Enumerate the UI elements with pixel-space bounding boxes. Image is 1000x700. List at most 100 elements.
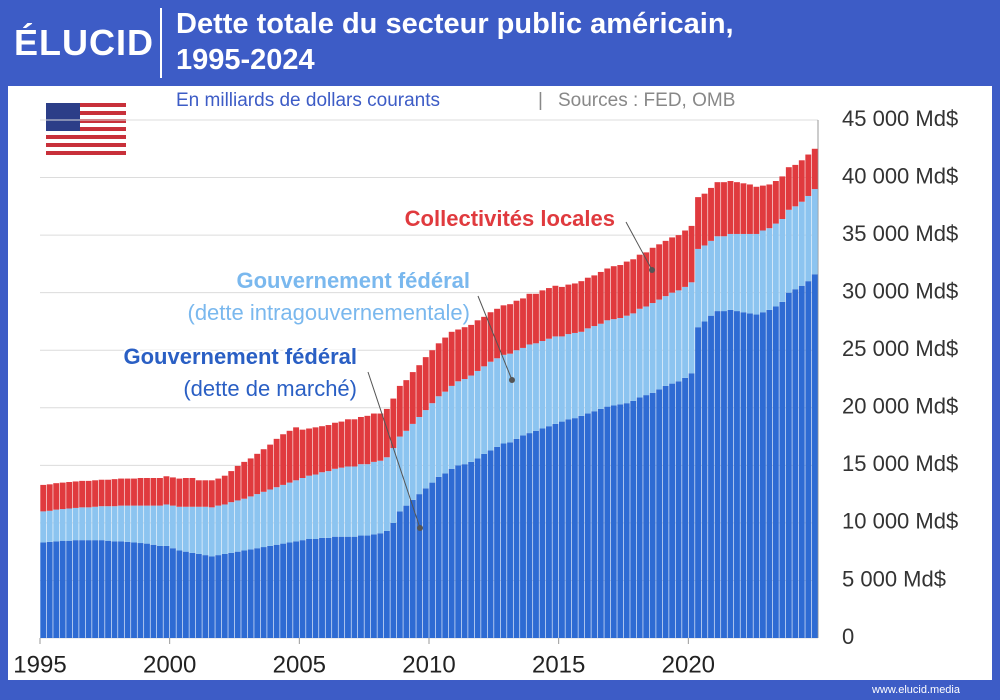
bar-segment — [195, 480, 202, 507]
bar-segment — [416, 494, 423, 638]
bar-segment — [40, 542, 47, 638]
bar-segment — [163, 504, 170, 546]
bar-segment — [740, 233, 747, 313]
bar-segment — [792, 289, 799, 638]
bar-segment — [571, 283, 578, 333]
y-tick-label: 45 000 Md$ — [842, 106, 958, 131]
bar-segment — [357, 535, 364, 638]
title-line: 1995-2024 — [176, 44, 315, 76]
bar-segment — [604, 268, 611, 321]
bar-segment — [481, 366, 488, 454]
bar-segment — [442, 391, 449, 474]
divider — [160, 8, 162, 78]
bar-segment — [759, 185, 766, 231]
bar-segment — [643, 306, 650, 396]
bar-segment — [643, 252, 650, 307]
bar-segment — [494, 358, 501, 447]
bar-segment — [66, 508, 73, 541]
bar-segment — [630, 259, 637, 314]
bar-segment — [46, 484, 53, 511]
bar-segment — [72, 507, 79, 541]
bar-segment — [721, 311, 727, 638]
bar-segment — [351, 466, 358, 537]
bar-segment — [267, 489, 274, 546]
bar-segment — [584, 328, 591, 414]
bar-segment — [481, 453, 488, 638]
bar-segment — [286, 430, 293, 483]
bar-segment — [409, 372, 416, 424]
bar-segment — [442, 337, 449, 392]
bar-segment — [487, 450, 494, 638]
bar-segment — [312, 539, 319, 638]
bar-segment — [578, 415, 585, 638]
bar-segment — [461, 327, 468, 379]
bar-segment — [571, 418, 578, 638]
bar-segment — [364, 535, 371, 638]
bar-segment — [66, 482, 73, 509]
bar-segment — [494, 308, 501, 359]
leader-line — [367, 371, 421, 529]
bar-segment — [734, 233, 740, 312]
leader-dot — [509, 377, 515, 383]
bar-segment — [617, 317, 624, 405]
bar-segment — [435, 343, 442, 397]
bar-segment — [688, 373, 695, 638]
bar-segment — [131, 478, 137, 506]
bar-segment — [176, 478, 183, 507]
bar-segment — [215, 555, 222, 638]
bar-segment — [319, 472, 325, 538]
bar-segment — [403, 430, 410, 506]
leader-dot — [417, 525, 423, 531]
bar-segment — [202, 480, 209, 507]
bar-segment — [221, 504, 228, 554]
bar-segment — [370, 461, 377, 535]
bar-segment — [247, 458, 254, 497]
bar-segment — [734, 182, 740, 234]
y-tick-label: 20 000 Md$ — [842, 394, 958, 419]
bar-segment — [364, 464, 371, 536]
bar-segment — [111, 506, 118, 542]
bar-segment — [163, 476, 170, 505]
bar-segment — [234, 551, 241, 638]
bar-segment — [526, 433, 533, 638]
bar-segment — [487, 312, 494, 362]
bar-segment — [643, 395, 650, 638]
title: Dette totale du secteur public américain… — [176, 6, 734, 78]
bar-segment — [280, 543, 287, 638]
bar-segment — [617, 265, 624, 318]
bar-segment — [766, 309, 773, 638]
bar-segment — [753, 186, 760, 234]
bar-segment — [727, 181, 734, 234]
bar-segment — [66, 540, 73, 638]
bar-segment — [520, 298, 526, 348]
bar-segment — [351, 419, 358, 467]
bar-segment — [623, 261, 630, 316]
bar-segment — [416, 365, 423, 417]
bar-segment — [513, 438, 520, 638]
bar-segment — [169, 477, 176, 506]
bar-segment — [604, 320, 611, 407]
bar-segment — [571, 332, 578, 419]
leader-line — [477, 295, 513, 381]
bar-segment — [740, 312, 747, 638]
bar-segment — [247, 549, 254, 638]
x-tick-label: 2020 — [662, 651, 715, 678]
bar-segment — [584, 277, 591, 329]
bar-segment — [306, 428, 312, 476]
bar-segment — [474, 370, 481, 459]
bar-segment — [448, 331, 455, 386]
bar-segment — [40, 511, 47, 543]
bar-segment — [254, 453, 261, 495]
bar-segment — [409, 423, 416, 500]
series-label: Collectivités locales — [405, 206, 615, 231]
bar-segment — [118, 505, 124, 542]
bar-segment — [468, 461, 475, 638]
bar-segment — [390, 448, 397, 523]
bar-segment — [695, 197, 701, 249]
footer: www.elucid.media — [871, 684, 960, 696]
bar-segment — [215, 478, 222, 506]
bar-segment — [228, 502, 235, 553]
bar-segment — [422, 357, 429, 411]
bar-segment — [701, 193, 708, 246]
bar-segment — [208, 556, 215, 638]
